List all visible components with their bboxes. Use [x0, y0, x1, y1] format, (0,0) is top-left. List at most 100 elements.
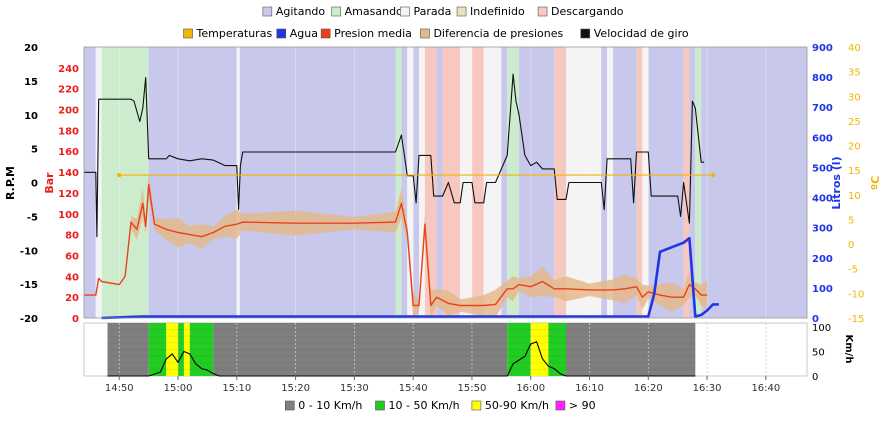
bar-tick-label: 40: [65, 272, 79, 283]
state-band: [395, 47, 402, 318]
series-diferencia-presiones-band: [131, 172, 708, 318]
rpm-tick-label: 10: [24, 111, 38, 122]
x-tick-label: 15:10: [222, 383, 251, 394]
litros-tick-label: 100: [812, 284, 833, 295]
state-band: [601, 47, 608, 318]
state-band: [501, 47, 508, 318]
temp-tick-label: -5: [848, 265, 858, 276]
series-velocidad-de-giro-line: [84, 73, 705, 238]
litros-tick-label: 800: [812, 73, 833, 84]
speed-band: [107, 323, 149, 376]
bar-tick-label: 240: [58, 64, 79, 75]
rpm-tick-label: 5: [31, 145, 38, 156]
legend-speed-swatch: [555, 400, 566, 411]
state-band: [689, 47, 696, 318]
litros-tick-label: 0: [812, 314, 819, 325]
state-band: [507, 47, 519, 318]
legend-state-swatch: [262, 6, 273, 17]
temperature-point: [117, 172, 122, 178]
speed-band: [566, 323, 696, 376]
state-band: [683, 47, 690, 318]
legend-state-label: Parada: [413, 5, 451, 18]
legend-speed-swatch: [471, 400, 482, 411]
legend-speed-item: > 90: [555, 399, 596, 412]
speed-band: [507, 323, 531, 376]
litros-tick-label: 300: [812, 224, 833, 235]
x-tick-label: 16:00: [516, 383, 545, 394]
state-band: [407, 47, 414, 318]
bar-tick-label: 60: [65, 251, 79, 262]
bar-tick-label: 80: [65, 231, 79, 242]
state-band: [648, 47, 684, 318]
plot-frame: [83, 46, 808, 319]
legend-state-label: Agitando: [276, 5, 326, 18]
litros-tick-label: 200: [812, 254, 833, 265]
rpm-tick-label: 20: [24, 43, 38, 54]
temp-axis-title: ºC: [869, 176, 882, 190]
legend-state-swatch: [400, 6, 410, 17]
temp-tick-label: -15: [848, 314, 864, 325]
legend-state-label: Indefinido: [470, 5, 525, 18]
legend-state-label: Amasando: [345, 5, 403, 18]
temp-tick-label: 10: [848, 191, 861, 202]
state-band: [148, 47, 237, 318]
legend-series-item: Temperaturas: [183, 27, 272, 40]
state-band: [613, 47, 637, 318]
temp-tick-label: 20: [848, 142, 861, 153]
temp-tick-label: 40: [848, 43, 861, 54]
temp-tick-label: 35: [848, 68, 861, 79]
legend-speed-label: 10 - 50 Km/h: [389, 399, 460, 412]
x-tick-label: 15:40: [399, 383, 428, 394]
rpm-tick-label: 15: [24, 77, 38, 88]
x-tick-label: 16:30: [693, 383, 722, 394]
legend-speed-item: 50-90 Km/h: [471, 399, 549, 412]
temperature-point: [710, 172, 716, 178]
speed-band: [148, 323, 167, 376]
bar-tick-label: 180: [58, 126, 79, 137]
state-band: [642, 47, 649, 318]
litros-axis-title: Litros (l): [830, 156, 843, 209]
speed-band: [213, 323, 508, 376]
legend-speed-label: 0 - 10 Km/h: [298, 399, 362, 412]
temp-tick-label: 15: [848, 166, 861, 177]
speed-line: [107, 340, 696, 377]
speed-band: [183, 323, 190, 376]
speed-band: [166, 323, 179, 376]
main-plot: 20151050-5-10-15-20240220200180160140120…: [4, 43, 882, 325]
state-band: [401, 47, 408, 318]
legend-series-swatch: [183, 28, 193, 39]
x-tick-label: 15:20: [281, 383, 310, 394]
series-presion-media-line: [84, 183, 708, 307]
bar-tick-label: 220: [58, 85, 79, 96]
legend-state-label: Descargando: [551, 5, 624, 18]
state-band: [607, 47, 614, 318]
legend-state-swatch: [537, 6, 548, 17]
litros-tick-label: 700: [812, 103, 833, 114]
legend-series-label: Agua: [290, 27, 318, 40]
x-tick-label: 16:10: [575, 383, 604, 394]
state-band: [701, 47, 807, 318]
legend-state-item: Amasando: [331, 5, 403, 18]
legend-series-item: Velocidad de giro: [580, 27, 689, 40]
legend-speed-swatch: [375, 400, 385, 411]
x-tick-label: 15:30: [340, 383, 369, 394]
legend-series-item: Presion media: [320, 27, 412, 40]
state-band: [95, 47, 102, 318]
legend-state-item: Agitando: [262, 5, 326, 18]
litros-tick-label: 500: [812, 163, 833, 174]
speed-band: [178, 323, 184, 376]
legend-bottom: 0 - 10 Km/h 10 - 50 Km/h 50-90 Km/h > 90: [284, 399, 596, 412]
x-tick-label: 14:50: [105, 383, 134, 394]
series-agua-line: [101, 236, 719, 320]
legend-series-item: Agua: [276, 27, 318, 40]
bar-tick-label: 0: [72, 314, 79, 325]
bar-tick-label: 200: [58, 106, 79, 117]
legend-series-swatch: [420, 28, 430, 39]
temp-tick-label: -10: [848, 289, 864, 300]
temp-tick-label: 5: [848, 215, 854, 226]
speed-tick-label: 50: [812, 348, 825, 359]
bar-tick-label: 100: [58, 210, 79, 221]
bar-tick-label: 160: [58, 147, 79, 158]
legend-state-item: Parada: [400, 5, 451, 18]
legend-series-swatch: [580, 28, 591, 39]
